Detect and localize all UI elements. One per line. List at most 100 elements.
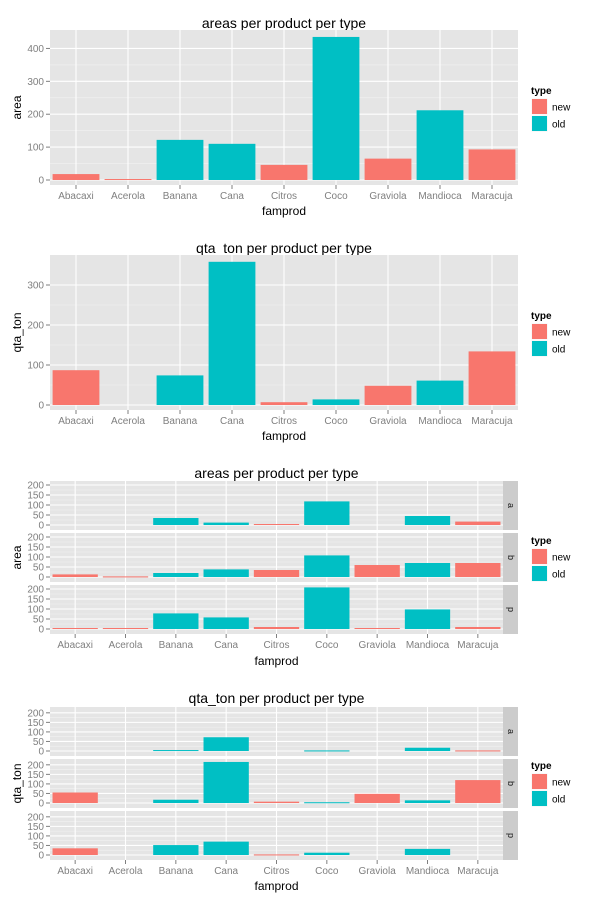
x-tick-label: Banana	[159, 866, 194, 877]
y-axis-title: area	[10, 545, 24, 569]
x-tick-label: Citros	[271, 191, 297, 202]
x-tick-label: Graviola	[359, 866, 397, 877]
bar-citros	[253, 627, 300, 629]
y-tick-label: 200	[27, 110, 44, 121]
y-axis-title: qta_ton	[10, 312, 24, 352]
x-tick-label: Acerola	[109, 640, 143, 651]
facet-strip-label: a	[506, 503, 516, 508]
x-tick-label: Mandioca	[406, 640, 450, 651]
x-tick-label: Banana	[159, 640, 194, 651]
legend-key-new	[532, 549, 547, 564]
bar-abacaxi	[52, 628, 98, 629]
legend-label-old: old	[552, 795, 565, 806]
y-tick-label: 100	[27, 831, 44, 842]
y-tick-label: 100	[27, 605, 44, 616]
legend-key-old	[532, 341, 547, 356]
x-tick-label: Acerola	[111, 191, 145, 202]
bar-coco	[304, 555, 350, 577]
bar-cana	[203, 737, 249, 751]
bar-maracuja	[468, 351, 516, 405]
x-tick-label: Acerola	[111, 416, 145, 427]
legend-title: type	[531, 86, 552, 97]
bar-cana	[203, 617, 249, 629]
bar-maracuja	[455, 521, 501, 525]
bar-graviola	[354, 793, 400, 803]
bar-citros	[253, 801, 300, 803]
bar-maracuja	[468, 149, 516, 180]
plot-panel: 0 100 200 300	[27, 255, 518, 412]
y-tick-label: 100	[27, 553, 44, 564]
x-tick-label: Abacaxi	[58, 191, 94, 202]
bar-cana	[208, 143, 256, 180]
bar-banana	[153, 845, 199, 855]
facet-strip	[503, 759, 518, 808]
bar-mandioca	[404, 516, 451, 525]
facet-strip-label: p	[506, 833, 516, 838]
facet-strip-label: b	[506, 555, 516, 560]
facet-strip-label: p	[506, 607, 516, 612]
legend-title: type	[531, 536, 552, 547]
legend-label-old: old	[552, 120, 565, 131]
x-tick-label: Coco	[315, 640, 339, 651]
bar-coco	[304, 587, 350, 629]
y-tick-label: 100	[27, 779, 44, 790]
y-tick-label: 300	[27, 281, 44, 292]
bar-abacaxi	[52, 792, 98, 803]
y-tick-label: 0	[38, 521, 44, 532]
facet-strip	[503, 707, 518, 756]
bar-mandioca	[404, 848, 451, 855]
y-tick-label: 0	[38, 401, 44, 412]
legend-key-old	[532, 566, 547, 581]
bar-cana	[208, 261, 256, 405]
x-tick-label: Maracuja	[471, 416, 513, 427]
x-tick-label: Banana	[163, 416, 198, 427]
x-tick-label: Cana	[214, 640, 238, 651]
bar-banana	[156, 139, 204, 180]
bar-maracuja	[455, 563, 501, 577]
x-tick-label: Graviola	[369, 416, 407, 427]
y-tick-label: 0	[38, 799, 44, 810]
x-tick-label: Banana	[163, 191, 198, 202]
x-tick-label: Maracuja	[457, 866, 499, 877]
x-axis-title: famprod	[262, 429, 306, 443]
x-tick-label: Graviola	[359, 640, 397, 651]
x-tick-label: Coco	[324, 191, 348, 202]
y-tick-label: 0	[38, 176, 44, 187]
x-tick-label: Abacaxi	[57, 866, 93, 877]
bar-coco	[304, 501, 350, 525]
bar-citros	[260, 164, 308, 180]
bar-graviola	[354, 565, 400, 577]
y-tick-label: 100	[27, 727, 44, 738]
y-tick-label: 300	[27, 77, 44, 88]
y-tick-label: 0	[38, 573, 44, 584]
bar-coco	[312, 36, 360, 180]
bar-acerola	[102, 628, 149, 629]
x-tick-label: Mandioca	[406, 866, 450, 877]
x-tick-label: Citros	[263, 640, 289, 651]
bar-coco	[312, 399, 360, 405]
legend-key-new	[532, 324, 547, 339]
x-tick-label: Cana	[220, 416, 244, 427]
y-tick-label: 50	[33, 563, 45, 574]
y-tick-label: 50	[33, 841, 45, 852]
y-tick-label: 200	[27, 321, 44, 332]
bar-acerola	[104, 179, 152, 181]
bar-abacaxi	[52, 370, 100, 405]
y-tick-label: 200	[27, 585, 44, 596]
chart-title: areas per product per type	[194, 465, 358, 481]
legend-label-new: new	[552, 778, 571, 789]
bar-cana	[203, 841, 249, 855]
x-tick-label: Acerola	[109, 866, 143, 877]
y-tick-label: 150	[27, 822, 44, 833]
bar-banana	[153, 613, 199, 629]
facet-strip	[503, 585, 518, 634]
chart-1: areas per product per type 0 100 200 300 400 A…	[10, 15, 571, 218]
bar-mandioca	[404, 800, 451, 803]
legend-title: type	[531, 311, 552, 322]
y-tick-label: 50	[33, 789, 45, 800]
bar-graviola	[364, 158, 412, 180]
